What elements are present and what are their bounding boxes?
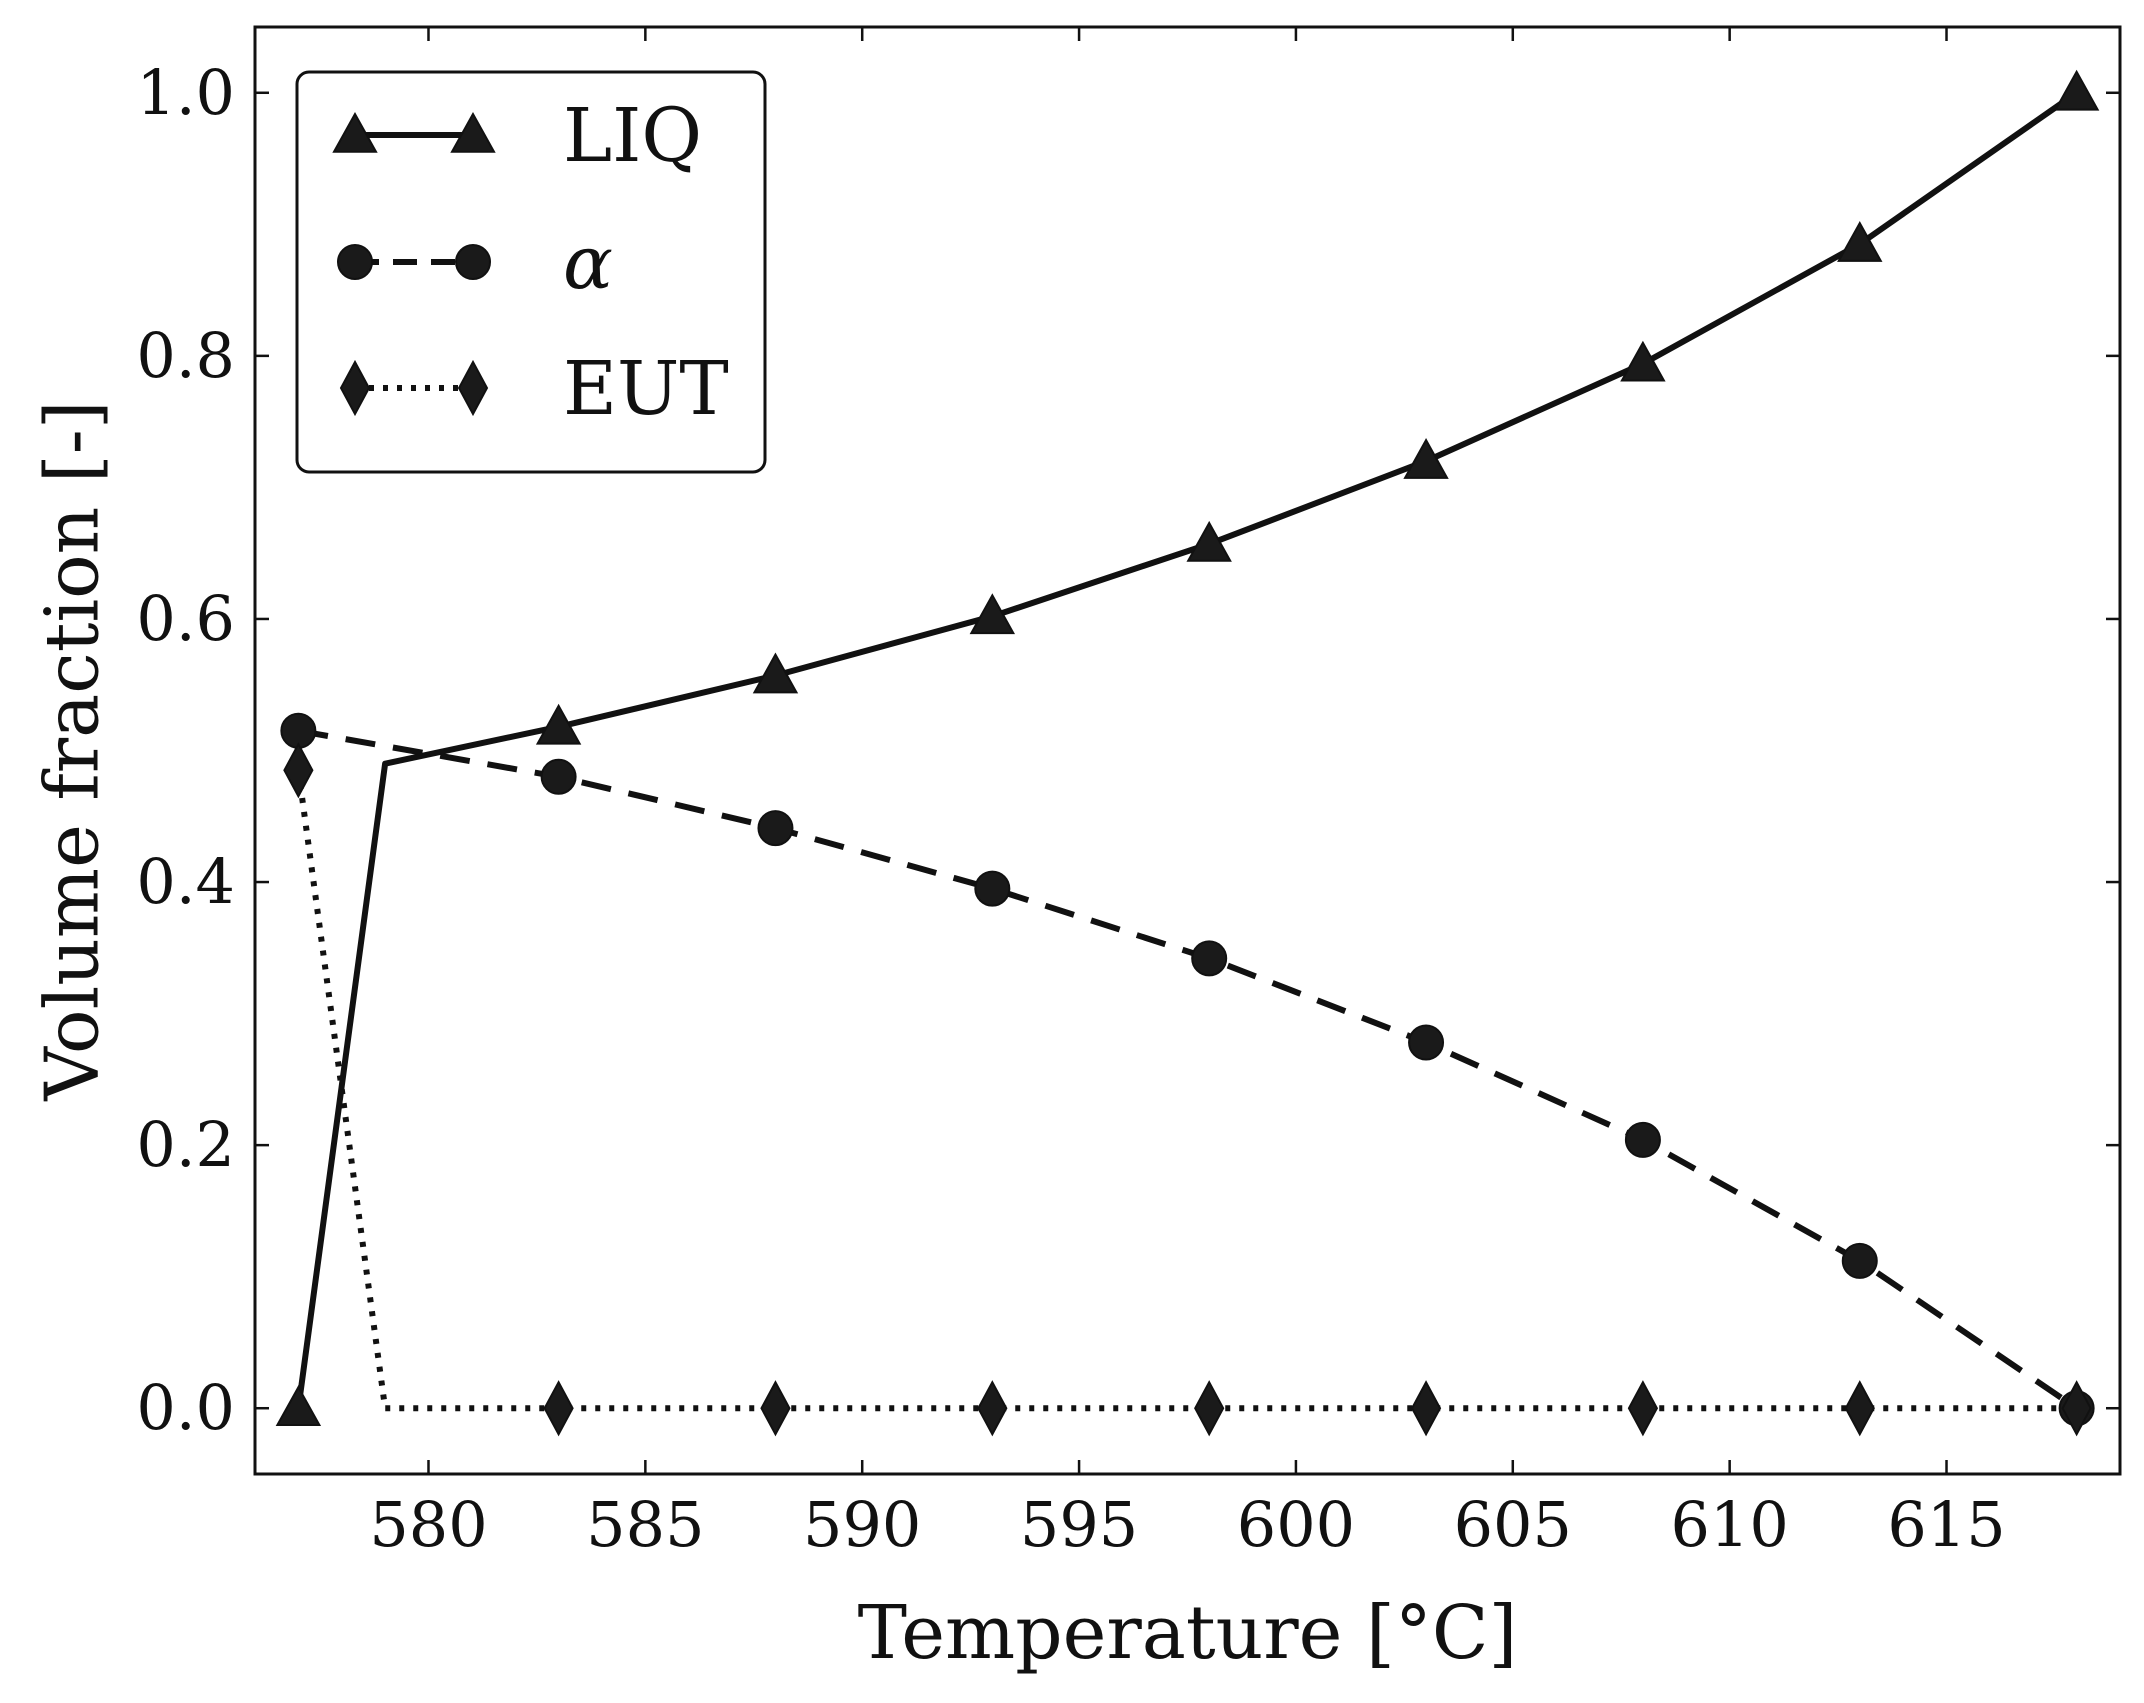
data-point [757,810,794,847]
legend-marker [450,111,496,153]
data-point [2053,69,2100,111]
data-point [283,742,314,799]
data-point [977,1380,1008,1437]
plot-area-frame [253,25,2122,1476]
axis-ticks: 580 585 590 595 600 605 610 615 0.0 0.2 0.4 0.6 0.8 1… [136,27,2120,1561]
y-tick-label: 0.0 [136,1371,235,1444]
x-tick-label: 610 [1670,1488,1788,1561]
y-axis-label: Volume fraction [-] [29,400,115,1101]
data-layer [275,69,2100,1437]
data-point [535,703,582,745]
legend-marker [332,111,378,153]
data-point [1620,340,1666,382]
legend-entry: EUT [339,346,729,432]
y-tick-label: 0.6 [136,582,235,655]
legend-box [295,70,767,474]
y-tick-label: 0.4 [136,845,235,918]
series-line [297,727,2079,1411]
x-tick-label: 600 [1237,1488,1355,1561]
data-point [540,758,577,795]
legend-label: LIQ [563,93,702,179]
x-tick-label: 615 [1887,1488,2005,1561]
x-tick-label: 605 [1454,1488,1572,1561]
legend: LIQ α EUT [295,70,767,474]
data-point [752,652,799,694]
x-axis-label: Temperature [°C] [858,1590,1518,1676]
data-point [760,1380,791,1437]
data-point [1841,1242,1878,1279]
legend-marker [455,244,491,280]
legend-entry: LIQ [332,93,702,179]
data-point [1403,438,1449,479]
data-point [1837,220,1883,262]
y-tick-label: 0.2 [136,1108,235,1181]
data-point [969,593,1016,635]
legend-label: α [563,220,613,306]
data-point [1624,1121,1661,1158]
series-2 [280,712,2095,1427]
legend-marker [339,359,371,417]
data-point [275,1385,322,1427]
legend-label: EUT [563,346,729,432]
x-tick-label: 595 [1020,1488,1138,1561]
x-tick-label: 590 [803,1488,921,1561]
legend-entry: α [337,220,613,306]
data-point [974,870,1011,907]
data-point [1408,1024,1445,1061]
x-tick-label: 585 [586,1488,704,1561]
x-tick-label: 580 [369,1488,487,1561]
series-3 [283,742,2092,1437]
legend-marker [337,244,373,280]
data-point [1410,1380,1442,1437]
series-line [295,769,2077,1412]
data-point [1194,1380,1225,1437]
series-1 [275,69,2100,1427]
y-tick-label: 1.0 [136,56,235,129]
data-point [1186,520,1232,562]
y-tick-label: 0.8 [136,319,235,392]
data-point [543,1380,574,1437]
series-line [295,90,2079,1409]
data-point [1191,940,1228,977]
legend-marker [457,359,489,417]
data-point [2061,1380,2092,1437]
data-point [1627,1380,1659,1437]
data-point [1844,1380,1875,1437]
